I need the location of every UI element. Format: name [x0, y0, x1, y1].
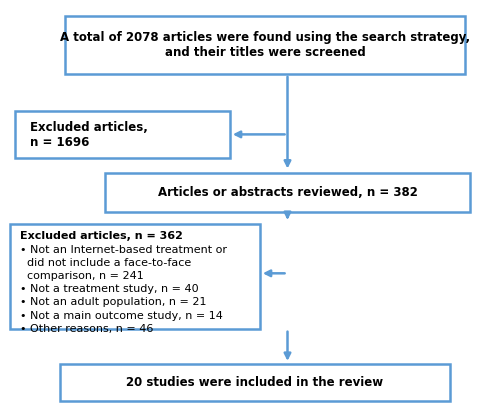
- Text: 20 studies were included in the review: 20 studies were included in the review: [126, 376, 384, 389]
- FancyBboxPatch shape: [105, 173, 470, 212]
- Text: Excluded articles,
n = 1696: Excluded articles, n = 1696: [30, 120, 148, 149]
- Text: Articles or abstracts reviewed, n = 382: Articles or abstracts reviewed, n = 382: [158, 186, 418, 199]
- Text: Excluded articles, n = 362: Excluded articles, n = 362: [20, 231, 183, 241]
- FancyBboxPatch shape: [65, 16, 465, 74]
- Text: A total of 2078 articles were found using the search strategy,
and their titles : A total of 2078 articles were found usin…: [60, 31, 470, 59]
- Text: • Not an Internet-based treatment or
  did not include a face-to-face
  comparis: • Not an Internet-based treatment or did…: [20, 245, 227, 334]
- FancyBboxPatch shape: [15, 111, 230, 158]
- FancyBboxPatch shape: [10, 224, 260, 329]
- FancyBboxPatch shape: [60, 364, 450, 401]
